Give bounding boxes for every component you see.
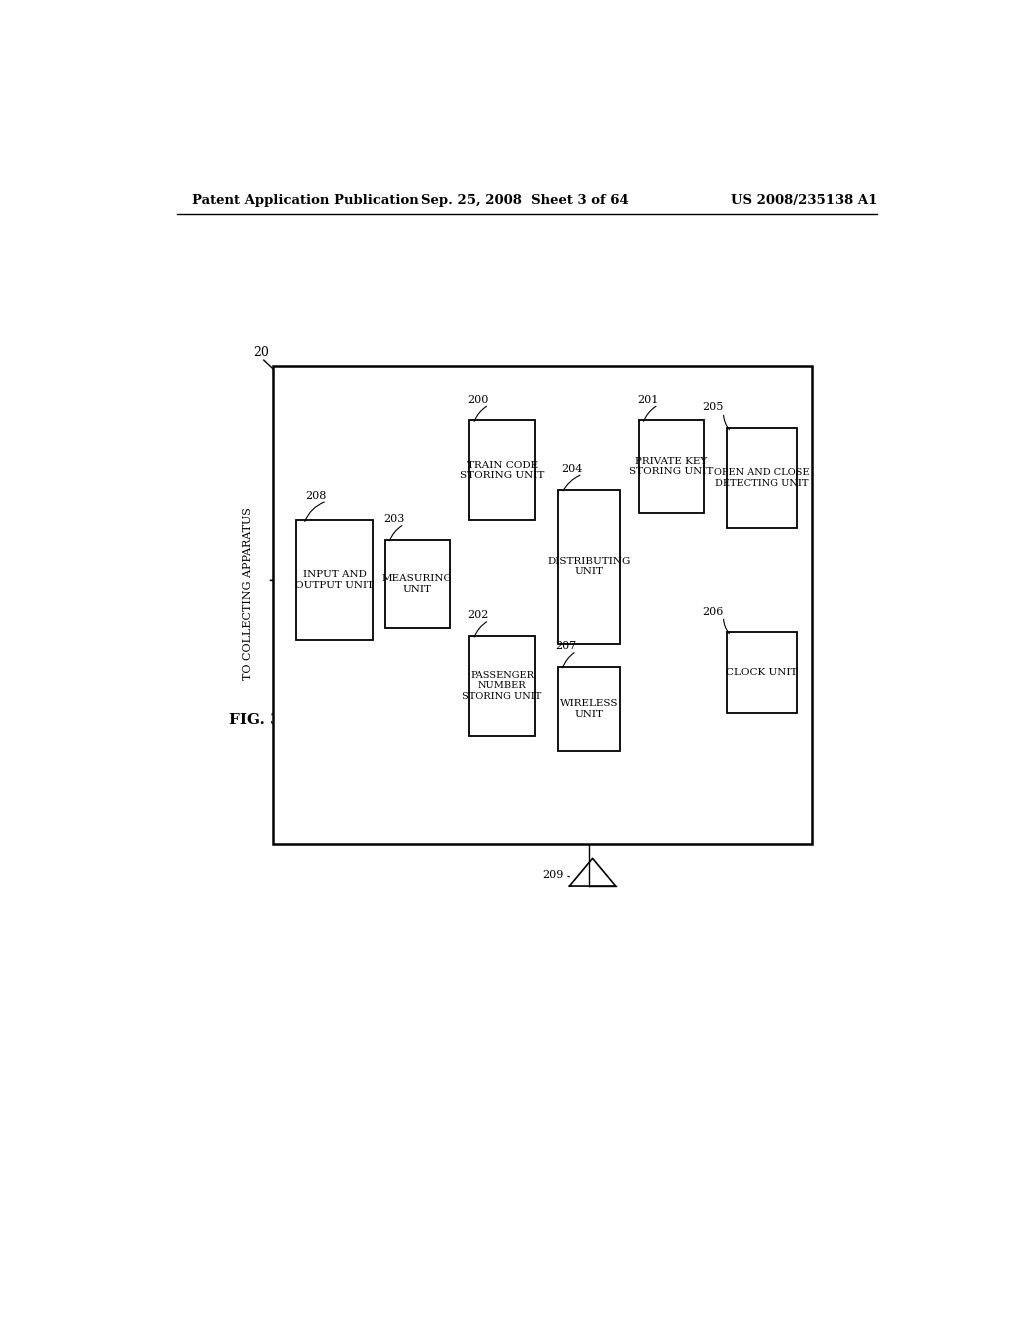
Text: PASSENGER
NUMBER
STORING UNIT: PASSENGER NUMBER STORING UNIT — [463, 671, 542, 701]
Text: 202: 202 — [468, 610, 489, 620]
Text: FIG. 3: FIG. 3 — [229, 714, 281, 727]
Bar — [469, 420, 535, 520]
Bar — [469, 636, 535, 737]
Text: 206: 206 — [702, 607, 724, 616]
Text: 200: 200 — [468, 395, 489, 405]
Text: 201: 201 — [637, 395, 658, 405]
Text: Sep. 25, 2008  Sheet 3 of 64: Sep. 25, 2008 Sheet 3 of 64 — [421, 194, 629, 207]
Text: DISTRIBUTING
UNIT: DISTRIBUTING UNIT — [547, 557, 631, 577]
Text: 204: 204 — [561, 465, 583, 474]
Text: PRIVATE KEY
STORING UNIT: PRIVATE KEY STORING UNIT — [630, 457, 714, 477]
Bar — [273, 367, 812, 843]
Text: CLOCK UNIT: CLOCK UNIT — [726, 668, 798, 677]
Text: WIRELESS
UNIT: WIRELESS UNIT — [559, 700, 617, 718]
Bar — [296, 520, 373, 640]
Text: INPUT AND
OUTPUT UNIT: INPUT AND OUTPUT UNIT — [295, 570, 374, 590]
Bar — [727, 632, 797, 713]
Bar — [385, 540, 451, 628]
Text: 207: 207 — [555, 642, 577, 651]
Text: US 2008/235138 A1: US 2008/235138 A1 — [731, 194, 878, 207]
Text: TRAIN CODE
STORING UNIT: TRAIN CODE STORING UNIT — [460, 461, 545, 480]
Text: MEASURING
UNIT: MEASURING UNIT — [382, 574, 453, 594]
Bar — [727, 428, 797, 528]
Text: OPEN AND CLOSE
DETECTING UNIT: OPEN AND CLOSE DETECTING UNIT — [714, 469, 810, 487]
Text: 208: 208 — [305, 491, 327, 502]
Text: 20: 20 — [253, 346, 269, 359]
Text: 203: 203 — [383, 515, 404, 524]
Bar — [558, 490, 620, 644]
Bar — [639, 420, 705, 512]
Text: Patent Application Publication: Patent Application Publication — [193, 194, 419, 207]
Text: TO COLLECTING APPARATUS: TO COLLECTING APPARATUS — [243, 507, 253, 680]
Text: 205: 205 — [702, 403, 724, 412]
Text: 209: 209 — [542, 870, 563, 879]
Bar — [558, 667, 620, 751]
